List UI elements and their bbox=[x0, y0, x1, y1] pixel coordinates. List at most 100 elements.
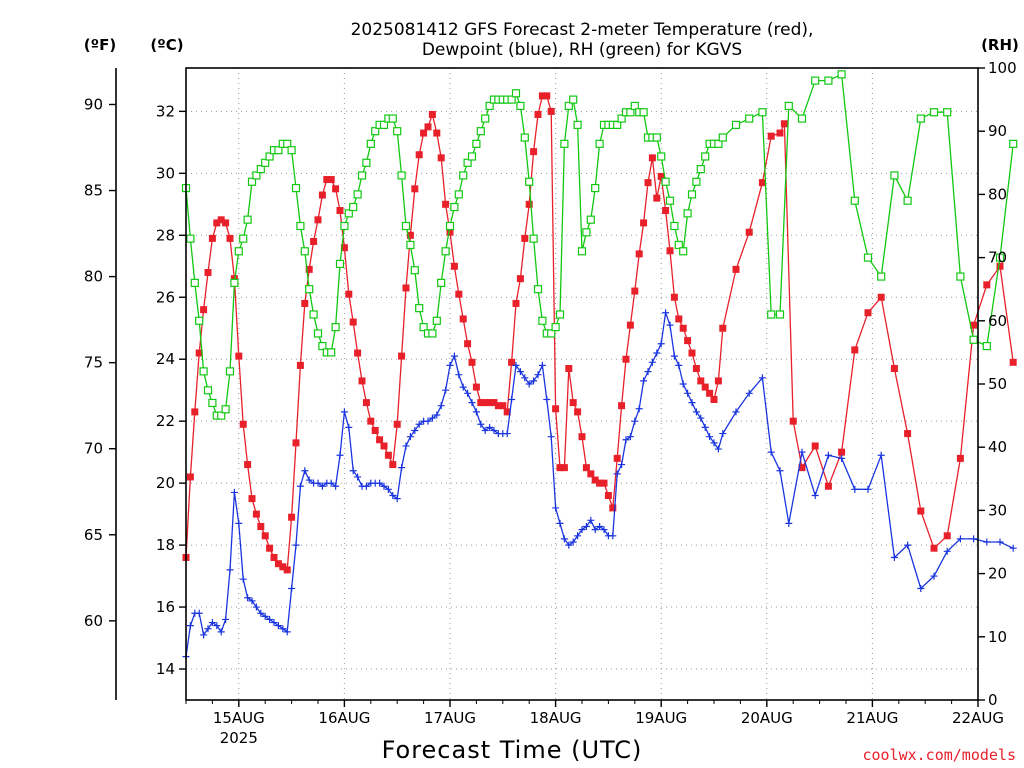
relative-humidity-point bbox=[718, 133, 727, 142]
temperature-point bbox=[415, 151, 423, 159]
dewpoint-point bbox=[336, 451, 344, 459]
rh-tick-label: 60 bbox=[988, 312, 1007, 330]
dewpoint-point bbox=[230, 488, 238, 496]
relative-humidity-point bbox=[371, 127, 380, 136]
dewpoint-point bbox=[1009, 544, 1017, 552]
relative-humidity-point bbox=[929, 108, 939, 117]
dewpoint-point bbox=[591, 526, 599, 534]
dewpoint-point bbox=[393, 495, 401, 503]
dewpoint-point bbox=[398, 464, 406, 472]
temperature-point bbox=[195, 349, 203, 357]
dewpoint-point bbox=[688, 399, 696, 407]
dewpoint-point bbox=[758, 374, 766, 382]
dewpoint-point bbox=[464, 389, 472, 397]
relative-humidity-point bbox=[784, 101, 793, 111]
relative-humidity-point bbox=[701, 152, 710, 161]
temperature-point bbox=[684, 337, 692, 345]
temperature-point bbox=[644, 179, 652, 187]
relative-humidity-point bbox=[903, 196, 912, 205]
relative-humidity-point bbox=[406, 240, 415, 250]
temperature-point bbox=[701, 383, 709, 391]
relative-humidity-point bbox=[877, 272, 886, 281]
relative-humidity-point bbox=[626, 108, 635, 117]
relative-humidity-point bbox=[577, 247, 587, 256]
temperature-point bbox=[393, 420, 401, 428]
relative-humidity-point bbox=[824, 76, 833, 85]
relative-humidity-point bbox=[485, 101, 494, 111]
dewpoint-point bbox=[565, 541, 573, 549]
dewpoint-point bbox=[635, 405, 643, 413]
dewpoint-point bbox=[428, 414, 436, 422]
temperature-point bbox=[547, 107, 555, 115]
relative-humidity-point bbox=[309, 310, 318, 319]
dewpoint-point bbox=[442, 386, 450, 394]
relative-humidity-point bbox=[243, 215, 252, 224]
temperature-point bbox=[239, 420, 247, 428]
relative-humidity-point bbox=[569, 95, 578, 104]
temperature-point bbox=[917, 507, 925, 515]
relative-humidity-point bbox=[533, 285, 543, 294]
relative-humidity-point bbox=[472, 139, 481, 148]
temperature-point bbox=[486, 399, 494, 407]
temperature-point bbox=[323, 176, 331, 184]
dewpoint-point bbox=[204, 625, 212, 633]
temperature-point bbox=[714, 377, 722, 385]
temperature-point bbox=[446, 228, 454, 236]
dewpoint-point bbox=[450, 352, 458, 360]
dewpoint-point bbox=[508, 395, 516, 403]
x-tick-label: 15AUG bbox=[213, 709, 265, 727]
dewpoint-point bbox=[534, 371, 542, 379]
dewpoint-point bbox=[402, 442, 410, 450]
relative-humidity-point bbox=[441, 247, 450, 256]
relative-humidity-point bbox=[221, 405, 230, 414]
relative-humidity-point bbox=[745, 114, 754, 123]
relative-humidity-point bbox=[679, 247, 688, 256]
temperature-point bbox=[279, 563, 287, 571]
temperature-point bbox=[345, 290, 353, 298]
dewpoint-point bbox=[186, 622, 194, 630]
relative-humidity-point bbox=[758, 108, 767, 117]
temperature-point bbox=[596, 479, 604, 487]
relative-humidity-point bbox=[445, 221, 455, 231]
relative-humidity-point bbox=[560, 139, 569, 148]
dewpoint-series bbox=[182, 309, 1017, 661]
relative-humidity-point bbox=[349, 202, 358, 212]
relative-humidity-point bbox=[428, 329, 437, 338]
dewpoint-point bbox=[200, 631, 208, 639]
relative-humidity-point bbox=[481, 114, 490, 123]
temperature-point bbox=[314, 216, 322, 224]
temperature-point bbox=[406, 231, 414, 239]
dewpoint-point bbox=[217, 628, 225, 636]
relative-humidity-point bbox=[529, 234, 538, 243]
temperature-point bbox=[521, 234, 529, 242]
temperature-point bbox=[367, 417, 375, 425]
relative-humidity-point bbox=[247, 177, 257, 186]
fahrenheit-tick-label: 60 bbox=[84, 612, 103, 630]
relative-humidity-point bbox=[401, 221, 411, 231]
temperature-point bbox=[525, 200, 533, 208]
dewpoint-point bbox=[248, 597, 256, 605]
dewpoint-point bbox=[543, 395, 551, 403]
temperature-point bbox=[719, 324, 727, 332]
temperature-point bbox=[200, 306, 208, 314]
dewpoint-point bbox=[582, 523, 590, 531]
relative-humidity-point bbox=[916, 114, 925, 123]
relative-humidity-point bbox=[630, 101, 639, 111]
dewpoint-point bbox=[679, 380, 687, 388]
dewpoint-point bbox=[411, 426, 419, 434]
relative-humidity-point bbox=[300, 247, 309, 256]
temperature-line bbox=[185, 95, 1014, 572]
dewpoint-point bbox=[301, 467, 309, 475]
relative-humidity-point bbox=[613, 120, 622, 129]
fahrenheit-tick-label: 90 bbox=[84, 95, 103, 113]
dewpoint-point bbox=[406, 433, 414, 441]
temperature-point bbox=[450, 262, 458, 270]
relative-humidity-point bbox=[674, 240, 683, 250]
temperature-point bbox=[1009, 358, 1017, 366]
dewpoint-point bbox=[560, 535, 568, 543]
dewpoint-point bbox=[239, 575, 247, 583]
relative-humidity-point bbox=[291, 183, 301, 193]
relative-humidity-point bbox=[261, 158, 270, 167]
temperature-point bbox=[257, 523, 265, 531]
dewpoint-point bbox=[305, 476, 313, 484]
